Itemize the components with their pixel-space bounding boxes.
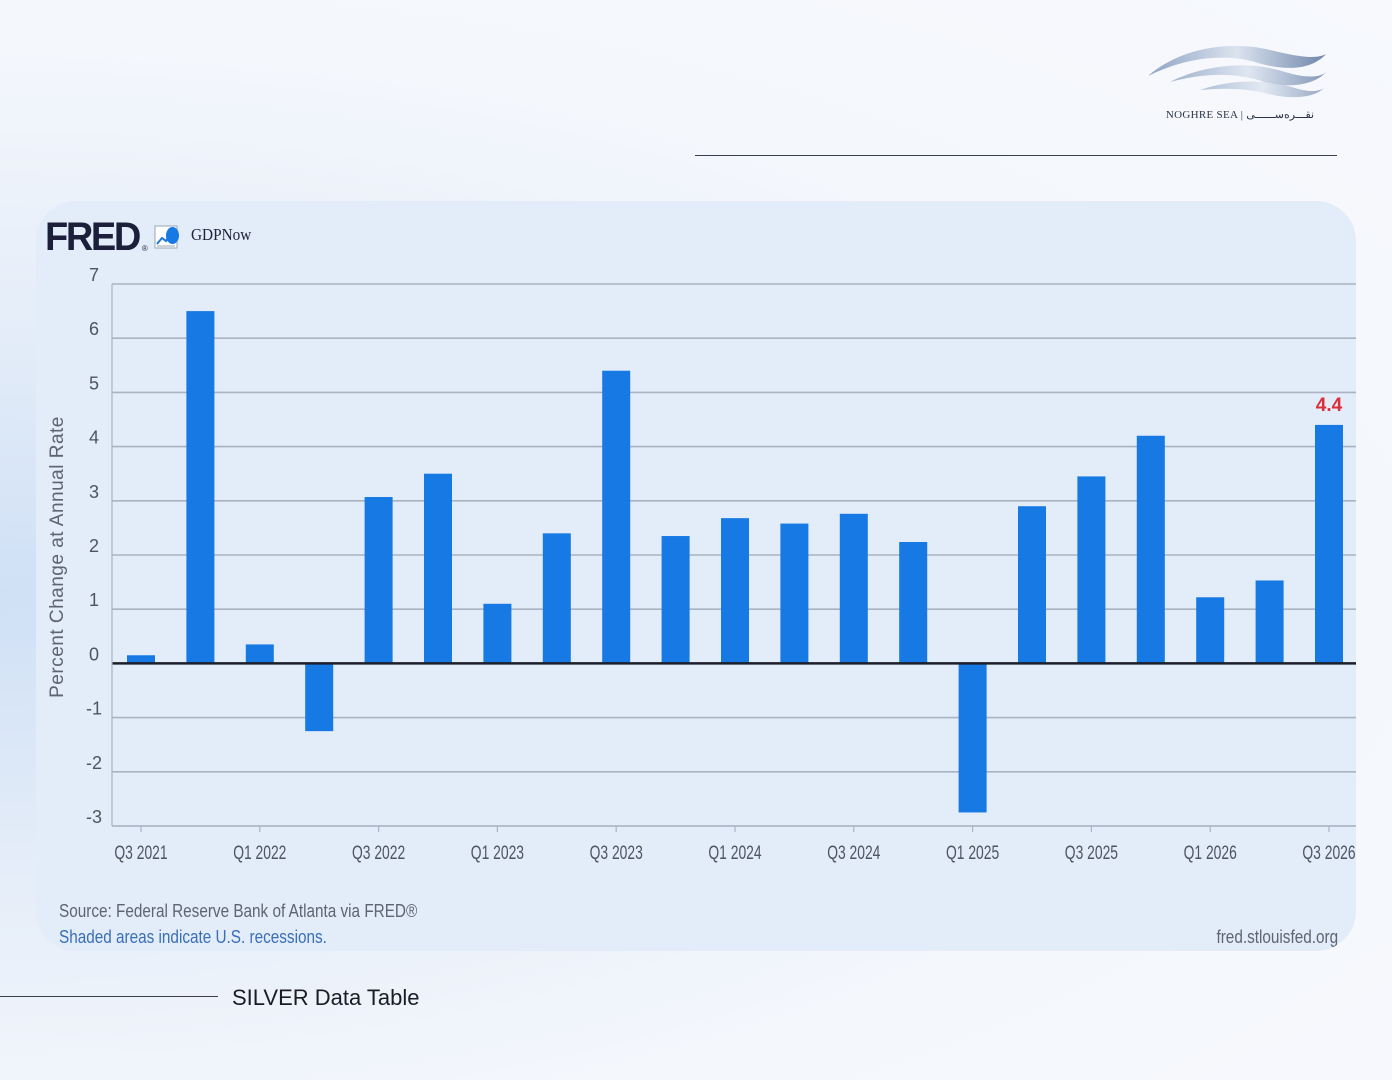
y-tick-label: 0 xyxy=(89,644,99,664)
bar-q3-2023[interactable] xyxy=(602,370,631,664)
bar-q2-2023[interactable] xyxy=(542,533,571,664)
y-tick-label: 2 xyxy=(89,536,99,556)
x-tick-label: Q1 2023 xyxy=(471,843,524,864)
x-tick-label: Q1 2025 xyxy=(946,843,999,864)
axis-layer xyxy=(111,284,1356,832)
chart-legend: GDPNow xyxy=(166,225,258,245)
y-tick-label: 5 xyxy=(89,373,99,393)
x-tick-label: Q1 2026 xyxy=(1184,843,1237,864)
fred-logo: FRED ® xyxy=(45,215,178,259)
y-tick-label: 1 xyxy=(89,590,99,610)
bar-q4-2024[interactable] xyxy=(899,541,928,664)
brand-name-en: NOGHRE SEA xyxy=(1165,109,1238,121)
y-tick-labels: 7 6 5 4 3 2 1 0 -1 -2 -3 xyxy=(86,265,102,827)
bar-q1-2025[interactable] xyxy=(958,663,987,813)
x-tick-labels: Q3 2021 Q1 2022 Q3 2022 Q1 2023 Q3 2023 Q1 20… xyxy=(114,843,1355,864)
bar-q4-2021[interactable] xyxy=(186,311,215,664)
bar-q3-2021[interactable] xyxy=(127,655,155,664)
y-tick-label: -3 xyxy=(86,807,102,827)
brand-logo: NOGHRE SEA | نقـــره‌ســــــی xyxy=(1140,38,1340,128)
recession-shading-link[interactable]: Shaded areas indicate U.S. recessions. xyxy=(59,927,327,947)
bar-q1-2023[interactable] xyxy=(483,603,512,664)
bar-q1-2026[interactable] xyxy=(1196,597,1225,664)
fred-wordmark: FRED xyxy=(45,214,141,259)
x-tick-label: Q3 2023 xyxy=(590,843,643,864)
x-tick-label: Q3 2021 xyxy=(114,843,167,864)
bar-q3-2025[interactable] xyxy=(1077,476,1106,664)
x-tick-label: Q1 2024 xyxy=(708,843,762,864)
fred-registered-mark: ® xyxy=(141,244,148,253)
y-axis-label: Percent Change at Annual Rate xyxy=(47,416,68,698)
page-caption: SILVER Data Table xyxy=(232,985,420,1010)
wave-logo-icon xyxy=(1148,45,1326,98)
header-divider xyxy=(695,155,1337,156)
x-tick-label: Q3 2024 xyxy=(827,843,881,864)
brand-divider: | xyxy=(1240,109,1247,121)
gdpnow-bar-chart: 7 6 5 4 3 2 1 0 -1 -2 -3 Q3 2021 Q1 2022 Q3 2022 Q1 2… xyxy=(47,265,1356,864)
y-tick-label: -1 xyxy=(86,699,102,719)
y-tick-label: 6 xyxy=(89,319,99,339)
x-tick-label: Q1 2022 xyxy=(233,843,286,864)
caption-divider xyxy=(0,996,218,997)
bar-q1-2022[interactable] xyxy=(245,644,274,664)
bars-layer xyxy=(127,311,1343,813)
y-tick-label: -2 xyxy=(86,753,102,773)
legend-swatch xyxy=(166,226,179,244)
bar-q2-2024[interactable] xyxy=(780,523,809,664)
brand-name-fa: نقـــره‌ســــــی xyxy=(1246,109,1315,121)
y-tick-label: 4 xyxy=(89,428,99,448)
y-tick-label: 3 xyxy=(89,482,99,502)
bar-q3-2022[interactable] xyxy=(364,497,393,664)
legend-series-label: GDPNow xyxy=(191,225,252,244)
bar-q2-2025[interactable] xyxy=(1018,506,1046,664)
bar-q3-2024[interactable] xyxy=(839,513,868,664)
x-tick-label: Q3 2025 xyxy=(1065,843,1118,864)
bar-q4-2022[interactable] xyxy=(424,473,452,664)
bar-q3-2026[interactable] xyxy=(1315,424,1343,664)
brand-name: NOGHRE SEA | نقـــره‌ســــــی xyxy=(1150,108,1330,121)
source-note: Source: Federal Reserve Bank of Atlanta … xyxy=(59,901,418,921)
bar-q2-2022[interactable] xyxy=(305,663,334,732)
chart-card: 7 6 5 4 3 2 1 0 -1 -2 -3 Q3 2021 Q1 2022 Q3 2022 Q1 2… xyxy=(36,201,1356,951)
x-tick-label: Q3 2022 xyxy=(352,843,405,864)
bar-q4-2025[interactable] xyxy=(1136,435,1165,664)
x-tick-label: Q3 2026 xyxy=(1302,843,1355,864)
fred-site-link[interactable]: fred.stlouisfed.org xyxy=(1216,927,1338,947)
y-tick-label: 7 xyxy=(89,265,99,285)
bar-q4-2023[interactable] xyxy=(661,536,690,664)
bar-q2-2026[interactable] xyxy=(1255,580,1284,664)
highlight-value-label: 4.4 xyxy=(1316,395,1343,416)
bar-q1-2024[interactable] xyxy=(721,518,749,664)
